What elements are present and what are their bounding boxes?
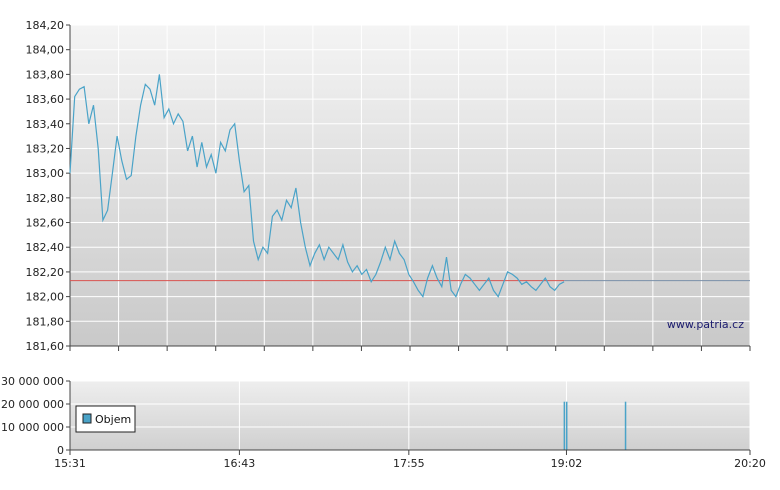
price-y-tick-label: 183,00 <box>26 167 65 180</box>
price-y-tick-label: 184,00 <box>26 44 65 57</box>
price-y-tick-label: 183,80 <box>26 68 65 81</box>
price-y-tick-label: 182,20 <box>26 266 65 279</box>
price-series-line <box>69 74 565 298</box>
price-y-tick-label: 181,80 <box>26 315 65 328</box>
price-y-tick-label: 183,60 <box>26 93 65 106</box>
volume-y-tick-label: 0 <box>57 444 64 457</box>
x-tick-label: 16:43 <box>224 457 256 470</box>
legend: Objem <box>75 405 136 433</box>
price-x-ticks <box>69 346 751 351</box>
x-tick-label: 19:02 <box>551 457 583 470</box>
watermark: www.patria.cz <box>667 318 744 331</box>
volume-bars <box>563 401 627 450</box>
price-y-tick-label: 181,60 <box>26 340 65 353</box>
volume-y-tick-label: 20 000 000 <box>1 398 64 411</box>
volume-y-axis: 30 000 000 20 000 000 10 000 000 0 <box>1 375 70 457</box>
x-axis-time-ticks: 15:31 16:43 17:55 19:02 20:20 <box>54 450 766 470</box>
price-y-tick-label: 184,20 <box>26 19 65 32</box>
x-tick-label: 15:31 <box>54 457 86 470</box>
x-tick-label: 17:55 <box>393 457 425 470</box>
volume-plot-area <box>70 381 750 450</box>
price-y-tick-label: 182,40 <box>26 241 65 254</box>
volume-bar <box>624 401 627 450</box>
price-y-tick-label: 182,80 <box>26 192 65 205</box>
legend-label: Objem <box>95 413 131 426</box>
volume-y-tick-label: 30 000 000 <box>1 375 64 388</box>
volume-bar <box>563 401 566 450</box>
price-y-axis: 184,20 184,00 183,80 183,60 183,40 183,20 183,… <box>26 19 70 353</box>
price-y-tick-label: 183,40 <box>26 118 65 131</box>
x-tick-label: 20:20 <box>734 457 766 470</box>
volume-bar <box>565 401 568 450</box>
volume-y-tick-label: 10 000 000 <box>1 421 64 434</box>
legend-swatch <box>82 413 92 424</box>
price-y-tick-label: 182,60 <box>26 217 65 230</box>
price-y-tick-label: 183,20 <box>26 142 65 155</box>
price-y-tick-label: 182,00 <box>26 291 65 304</box>
